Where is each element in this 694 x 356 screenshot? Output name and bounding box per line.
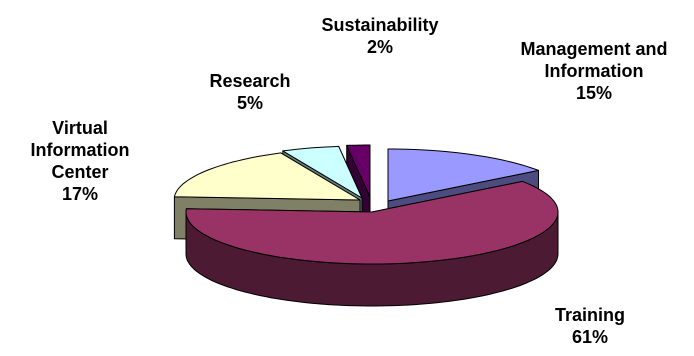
label-sustainability-percent: 2% — [366, 37, 393, 57]
label-training-percent: 61% — [571, 327, 609, 347]
label-virtual-information-center-line-1: Virtual — [52, 118, 108, 138]
label-management-information-line-1: Management and — [520, 39, 668, 59]
label-virtual-information-center: Virtual Information Center 17% — [10, 117, 150, 205]
slice-training — [185, 180, 559, 265]
label-training: Training 61% — [520, 304, 660, 348]
slice-research — [282, 145, 363, 199]
label-virtual-information-center-percent: 17% — [61, 184, 99, 204]
label-research: Research 5% — [185, 70, 315, 114]
pie-slices — [173, 144, 559, 307]
label-virtual-information-center-line-2: Information — [30, 140, 130, 160]
label-management-information-percent: 15% — [575, 83, 613, 103]
label-research-name: Research — [209, 71, 291, 91]
label-virtual-information-center-line-3: Center — [51, 162, 109, 182]
label-management-information: Management and Information 15% — [494, 38, 694, 104]
slice-sustainability — [346, 144, 371, 198]
label-research-percent: 5% — [236, 93, 263, 113]
slice-virtual-information-center — [173, 152, 361, 201]
slice-management-information — [387, 148, 539, 202]
label-sustainability: Sustainability 2% — [290, 14, 470, 58]
label-management-information-line-2: Information — [544, 61, 644, 81]
label-sustainability-name: Sustainability — [321, 15, 439, 35]
label-training-name: Training — [554, 305, 625, 325]
